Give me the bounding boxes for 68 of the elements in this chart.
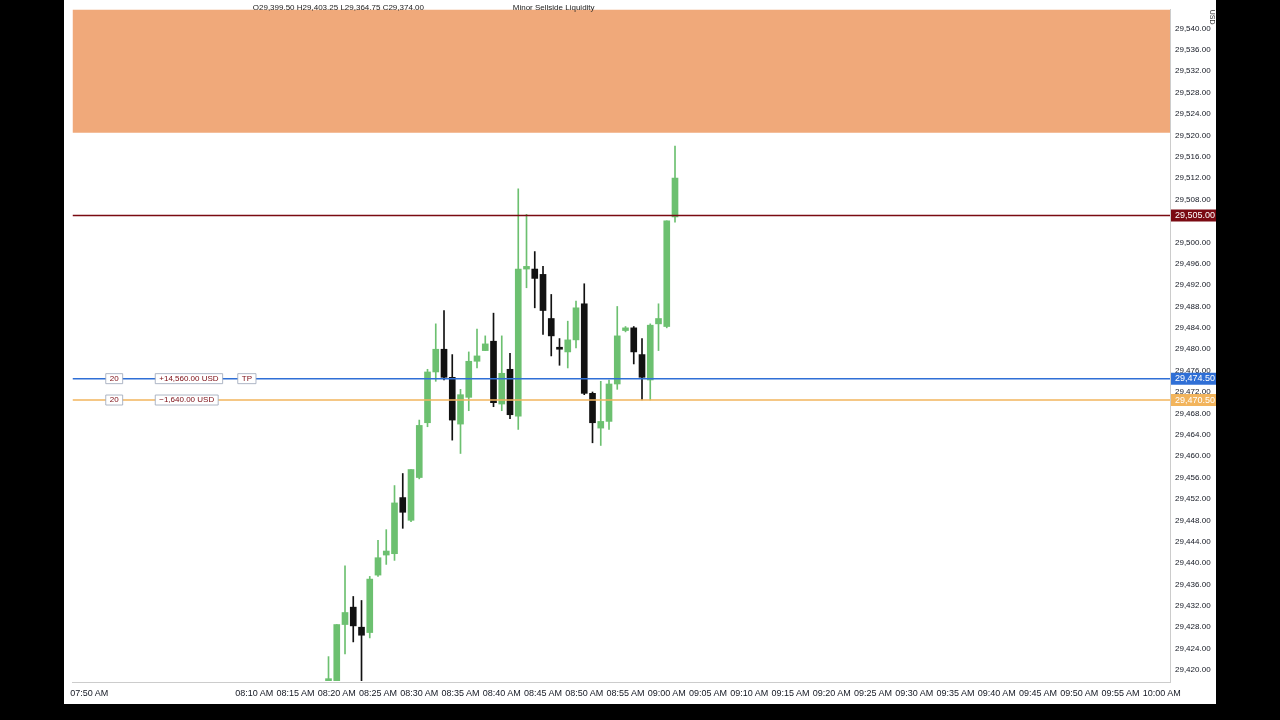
x-tick-label: 08:15 AM — [276, 687, 315, 698]
y-tick-label: 29,520.00 — [1175, 130, 1212, 140]
y-tick-label: 29,508.00 — [1175, 194, 1212, 204]
x-tick-label: 08:30 AM — [400, 687, 439, 698]
x-tick-label: 08:40 AM — [482, 687, 521, 698]
y-tick-label: 29,476.00 — [1175, 365, 1212, 375]
y-tick-label: 29,424.00 — [1175, 643, 1212, 653]
ref-line-label: 29,470.50 — [1175, 394, 1216, 405]
y-tick-label: 29,440.00 — [1175, 558, 1212, 568]
y-tick-label: 29,500.00 — [1175, 237, 1212, 247]
ref-line-label: 29,505.00 — [1175, 210, 1216, 221]
annotation: O29,399.50 H29,403.25 L29,364.75 C29,374.00 — [252, 3, 425, 13]
y-tick-label: 29,464.00 — [1175, 429, 1212, 439]
y-tick-label: 29,536.00 — [1175, 45, 1212, 55]
y-tick-label: 29,448.00 — [1175, 515, 1212, 525]
x-tick-label: 08:50 AM — [565, 687, 604, 698]
x-tick-label: 09:25 AM — [853, 687, 893, 698]
x-tick-label: 09:30 AM — [895, 687, 934, 698]
y-tick-label: 29,496.00 — [1175, 258, 1212, 268]
y-tick-label: 29,432.00 — [1175, 601, 1212, 611]
y-tick-label: 29,480.00 — [1175, 344, 1212, 354]
candlestick — [531, 251, 539, 309]
candlestick — [341, 565, 349, 655]
y-tick-label: 29,452.00 — [1175, 494, 1212, 504]
x-tick-label: 08:45 AM — [523, 687, 563, 698]
x-tick-label: 09:05 AM — [688, 687, 728, 698]
x-tick-label: 09:35 AM — [936, 687, 975, 698]
x-tick-label: 09:40 AM — [977, 687, 1016, 698]
x-tick-label: 08:35 AM — [441, 687, 480, 698]
y-tick-label: 29,528.00 — [1175, 87, 1212, 97]
annotation: Minor Sellside Liquidity — [512, 3, 595, 13]
y-tick-label: 29,468.00 — [1175, 408, 1212, 418]
y-tick-label: 29,532.00 — [1175, 66, 1212, 76]
y-tick-label: 29,428.00 — [1175, 622, 1212, 632]
x-tick-label: 10:00 AM — [1142, 687, 1181, 698]
x-tick-label: 09:50 AM — [1060, 687, 1099, 698]
y-tick-label: 29,460.00 — [1175, 451, 1212, 461]
x-tick-label: 08:10 AM — [235, 687, 274, 698]
y-tick-label: 29,512.00 — [1175, 173, 1212, 183]
x-tick-label: 08:20 AM — [317, 687, 356, 698]
x-tick-label: 08:55 AM — [606, 687, 645, 698]
annotation: 20 — [109, 373, 120, 383]
y-tick-label: 29,456.00 — [1175, 472, 1212, 482]
y-tick-label: 29,484.00 — [1175, 323, 1212, 333]
x-tick-label: 07:50 AM — [70, 687, 109, 698]
y-tick-label: 29,492.00 — [1175, 280, 1212, 290]
x-tick-label: 09:20 AM — [812, 687, 851, 698]
annotation: 20 — [109, 395, 120, 405]
y-tick-label: 29,516.00 — [1175, 152, 1212, 162]
y-tick-label: 29,524.00 — [1175, 109, 1212, 119]
x-tick-label: 09:55 AM — [1101, 687, 1140, 698]
candlestick — [473, 328, 481, 369]
annotation: +14,560.00 USD — [159, 373, 219, 383]
ref-line-label: 29,474.50 — [1175, 373, 1216, 384]
x-tick-label: 09:10 AM — [730, 687, 769, 698]
x-tick-label: 09:00 AM — [647, 687, 686, 698]
y-tick-label: 29,444.00 — [1175, 536, 1212, 546]
annotation: −1,640.00 USD — [159, 395, 215, 405]
annotation: TP — [241, 373, 252, 383]
y-tick-label: 29,488.00 — [1175, 301, 1212, 311]
y-tick-label: 29,420.00 — [1175, 665, 1212, 675]
x-tick-label: 08:25 AM — [358, 687, 398, 698]
x-tick-label: 09:15 AM — [771, 687, 810, 698]
x-tick-label: 09:45 AM — [1018, 687, 1058, 698]
candlestick — [597, 380, 605, 446]
y-tick-label: 29,540.00 — [1175, 23, 1212, 33]
y-tick-label: 29,472.00 — [1175, 387, 1212, 397]
y-tick-label: 29,436.00 — [1175, 579, 1212, 589]
